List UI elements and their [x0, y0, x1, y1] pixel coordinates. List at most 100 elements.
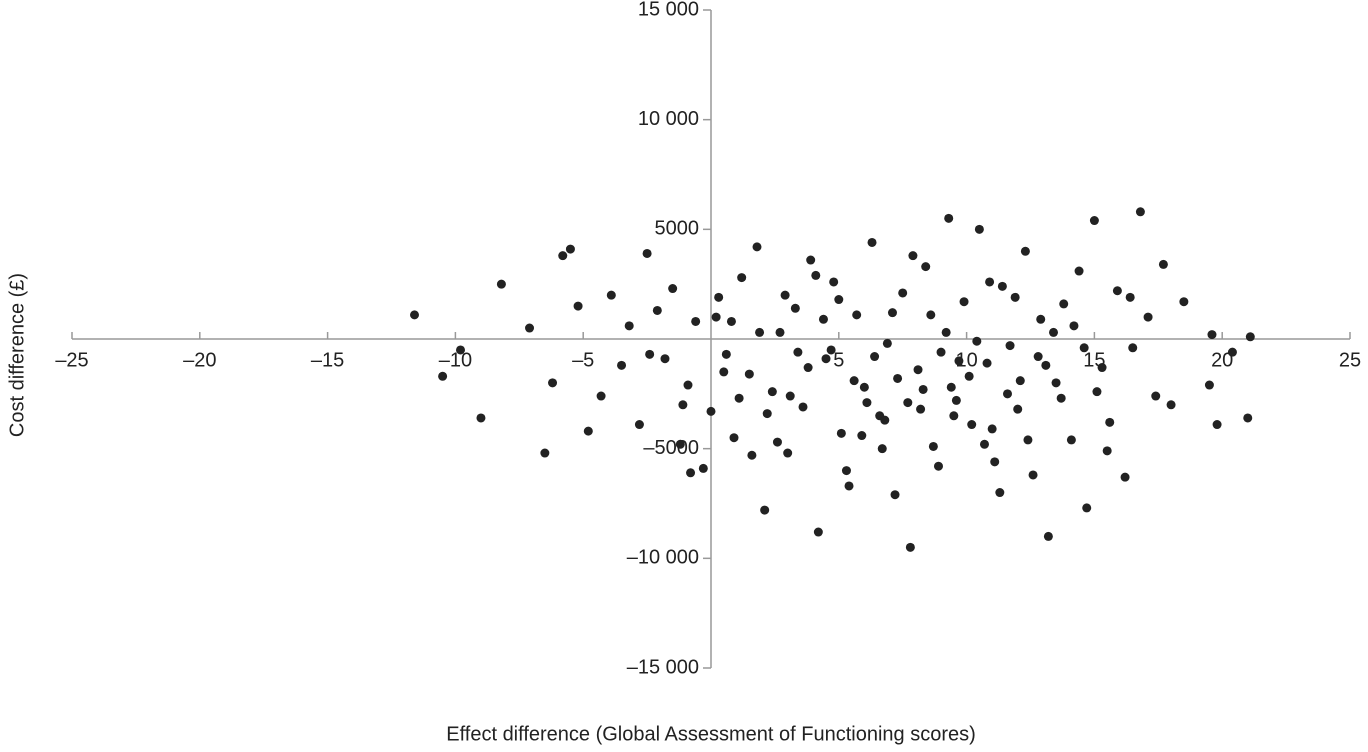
point [711, 312, 721, 322]
point [979, 439, 989, 449]
point [1102, 446, 1112, 456]
point [1082, 503, 1092, 513]
point [1135, 207, 1145, 217]
point [1207, 330, 1217, 340]
point [714, 292, 724, 302]
point [964, 371, 974, 381]
point [954, 356, 964, 366]
point [829, 277, 839, 287]
point [652, 305, 662, 315]
point [668, 284, 678, 294]
point [1227, 347, 1237, 357]
point [780, 290, 790, 300]
point [870, 352, 880, 362]
point [898, 288, 908, 298]
point [1049, 327, 1059, 337]
point [949, 411, 959, 421]
point [1069, 321, 1079, 331]
point [624, 321, 634, 331]
point [913, 365, 923, 375]
point [1056, 393, 1066, 403]
point [880, 415, 890, 425]
point [834, 295, 844, 305]
x-tick-label: –20 [183, 349, 216, 371]
point [565, 244, 575, 254]
point [862, 398, 872, 408]
y-axis-label: Cost difference (£) [6, 273, 28, 437]
point [438, 371, 448, 381]
point [941, 327, 951, 337]
point [686, 468, 696, 478]
point [1105, 417, 1115, 427]
point [793, 347, 803, 357]
point [908, 251, 918, 261]
point [783, 448, 793, 458]
point [729, 433, 739, 443]
point [1166, 400, 1176, 410]
point [1179, 297, 1189, 307]
point [1051, 378, 1061, 388]
x-tick-label: 5 [833, 349, 844, 371]
point [1002, 389, 1012, 399]
point [903, 398, 913, 408]
point [995, 488, 1005, 498]
point [456, 345, 466, 355]
point [803, 363, 813, 373]
point [1204, 380, 1214, 390]
point [721, 349, 731, 359]
point [905, 542, 915, 552]
point [496, 279, 506, 289]
point [698, 463, 708, 473]
point [987, 424, 997, 434]
point [1128, 343, 1138, 353]
point [596, 391, 606, 401]
x-tick-label: –5 [572, 349, 594, 371]
point [1010, 292, 1020, 302]
point [916, 404, 926, 414]
point [818, 314, 828, 324]
point [936, 347, 946, 357]
point [772, 437, 782, 447]
point [1023, 435, 1033, 445]
point [606, 290, 616, 300]
point [1212, 420, 1222, 430]
point [1112, 286, 1122, 296]
point [844, 481, 854, 491]
x-tick-label: 25 [1339, 349, 1361, 371]
point [410, 310, 420, 320]
point [548, 378, 558, 388]
point [573, 301, 583, 311]
point [1036, 314, 1046, 324]
point [972, 336, 982, 346]
point [1097, 363, 1107, 373]
point [767, 387, 777, 397]
point [982, 358, 992, 368]
x-tick-label: –25 [55, 349, 88, 371]
point [1125, 292, 1135, 302]
point [691, 316, 701, 326]
point [1143, 312, 1153, 322]
point [806, 255, 816, 265]
point [760, 505, 770, 515]
point [1074, 266, 1084, 276]
point [1120, 472, 1130, 482]
point [921, 262, 931, 272]
point [719, 367, 729, 377]
point [752, 242, 762, 252]
point [660, 354, 670, 364]
point [734, 393, 744, 403]
point [928, 441, 938, 451]
point [1041, 360, 1051, 370]
point [944, 213, 954, 223]
point [683, 380, 693, 390]
point [1028, 470, 1038, 480]
point [849, 376, 859, 386]
point [1043, 531, 1053, 541]
point [887, 308, 897, 318]
point [558, 251, 568, 261]
point [1243, 413, 1253, 423]
y-tick-label: –5000 [643, 437, 699, 459]
point [775, 327, 785, 337]
